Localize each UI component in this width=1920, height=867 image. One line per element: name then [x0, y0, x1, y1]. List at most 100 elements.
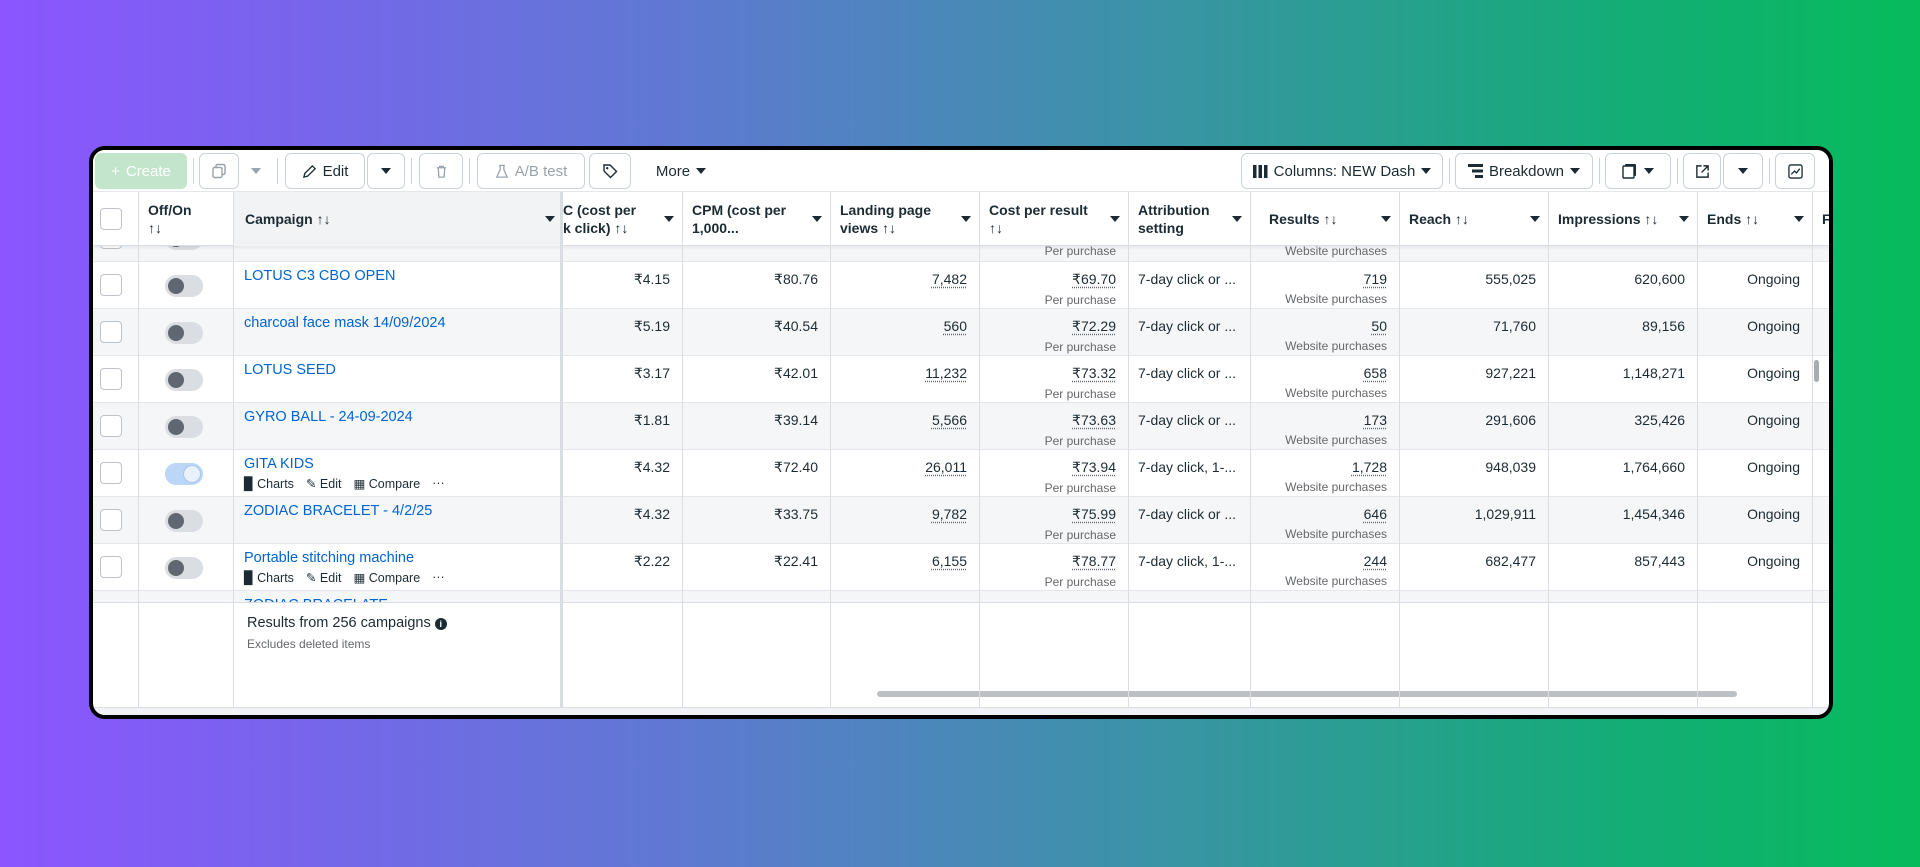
results-sub: Website purchases: [1285, 246, 1387, 258]
cpc-cell: ₹4.15: [633, 271, 670, 287]
header-cpc[interactable]: C (cost per k click) ↑↓: [563, 192, 682, 246]
row-checkbox[interactable]: [100, 246, 122, 249]
campaign-name-link[interactable]: LOTUS SEED: [244, 362, 336, 378]
compare-action[interactable]: ▦ Compare: [353, 477, 421, 491]
header-cost-per-result[interactable]: Cost per result ↑↓: [979, 192, 1128, 246]
duplicate-button[interactable]: [199, 153, 239, 189]
bar-chart-icon: ▉: [244, 477, 254, 491]
header-ends[interactable]: Ends ↑↓: [1697, 192, 1812, 246]
table-row: charcoal face mask 14/09/2024 ₹5.19 ₹40.54…: [93, 309, 1829, 356]
reports-button[interactable]: [1605, 153, 1671, 189]
header-impressions[interactable]: Impressions ↑↓: [1548, 192, 1697, 246]
results-cell: 646 Website purchases: [1285, 506, 1387, 541]
header-landing-page-views[interactable]: Landing page views ↑↓: [830, 192, 979, 246]
ends-cell: Ongoing: [1697, 591, 1812, 602]
campaign-name-link[interactable]: Portable stitching machine: [244, 550, 415, 566]
export-dropdown[interactable]: [1723, 153, 1763, 189]
campaign-toggle[interactable]: [165, 463, 203, 485]
row-checkbox[interactable]: [100, 509, 122, 531]
attribution-setting-cell: 7-day click or ...: [1138, 506, 1237, 522]
cost-per-result-cell: ₹69.70 Per purchase: [1044, 271, 1116, 307]
frozen-column-divider[interactable]: [560, 192, 563, 708]
edit-label: Edit: [322, 162, 349, 180]
charts-action[interactable]: ▉ Charts: [244, 477, 294, 491]
row-checkbox[interactable]: [100, 556, 122, 578]
export-button[interactable]: [1683, 153, 1721, 189]
header-results[interactable]: Results ↑↓: [1250, 192, 1399, 246]
duplicate-dropdown[interactable]: [241, 153, 271, 189]
ab-test-button[interactable]: A/B test: [477, 153, 585, 189]
info-icon[interactable]: i: [434, 618, 447, 630]
header-reach[interactable]: Reach ↑↓: [1399, 192, 1548, 246]
tag-button[interactable]: [589, 153, 631, 189]
campaign-toggle[interactable]: [165, 510, 203, 532]
row-checkbox[interactable]: [100, 274, 122, 296]
campaign-name-link[interactable]: GYRO BALL - 24-09-2024: [244, 409, 413, 425]
campaign-name-link[interactable]: ZODIAC BRACELATE: [244, 597, 388, 602]
vertical-scrollbar[interactable]: [1814, 360, 1819, 382]
ends-cell: Ongoing: [1747, 365, 1800, 381]
chevron-down-icon: [1679, 216, 1689, 222]
edit-dropdown[interactable]: [367, 153, 405, 189]
impressions-cell: 89,156: [1642, 318, 1685, 334]
campaign-toggle[interactable]: [165, 322, 203, 344]
landing-page-views-cell: 7,482: [931, 271, 967, 287]
cost-per-result-cell: ₹73.63 Per purchase: [1044, 412, 1116, 448]
header-campaign[interactable]: Campaign ↑↓: [233, 192, 563, 246]
edit-button[interactable]: Edit: [285, 153, 365, 189]
impressions-cell: 857,443: [1634, 553, 1685, 569]
table-row: Portable stitching machine ▉ Charts ✎ Edit…: [93, 544, 1829, 591]
more-label: More: [655, 162, 691, 180]
campaign-toggle[interactable]: [165, 369, 203, 391]
view-charts-button[interactable]: [1775, 153, 1815, 189]
delete-button[interactable]: [419, 153, 463, 189]
horizontal-scrollbar[interactable]: [877, 691, 1737, 697]
edit-action[interactable]: ✎ Edit: [305, 477, 342, 491]
header-cpm[interactable]: CPM (cost per 1,000...: [682, 192, 830, 246]
charts-action[interactable]: ▉ Charts: [244, 571, 294, 585]
landing-page-views-cell: 9,782: [931, 506, 967, 522]
chevron-down-icon: [1530, 216, 1540, 222]
impressions-cell: 620,600: [1634, 271, 1685, 287]
campaign-name-link[interactable]: charcoal face mask 14/09/2024: [244, 315, 446, 331]
campaign-name-link[interactable]: GITA KIDS: [244, 456, 314, 472]
row-actions: ▉ Charts ✎ Edit ▦ Compare ···: [244, 476, 445, 491]
columns-icon: [1252, 164, 1268, 178]
more-actions-icon[interactable]: ···: [432, 570, 445, 584]
plus-icon: +: [111, 162, 120, 180]
campaign-name-link[interactable]: ZODIAC BRACELET - 4/2/25: [244, 503, 433, 519]
more-button[interactable]: More: [641, 153, 721, 189]
row-toggle[interactable]: [165, 246, 203, 250]
campaign-toggle[interactable]: [165, 275, 203, 297]
row-checkbox[interactable]: [100, 415, 122, 437]
chevron-down-icon: [251, 168, 261, 174]
header-attribution-setting[interactable]: Attribution setting: [1128, 192, 1250, 246]
create-button[interactable]: + Create: [95, 153, 187, 189]
select-all-checkbox[interactable]: [100, 208, 122, 230]
row-checkbox[interactable]: [100, 368, 122, 390]
results-summary: Results from 256 campaigns i: [247, 615, 447, 631]
impressions-cell: 1,148,271: [1622, 365, 1685, 381]
breakdown-button[interactable]: Breakdown: [1455, 153, 1593, 189]
cpm-cell: ₹42.01: [774, 365, 818, 381]
table-row: LOTUS C3 CBO OPEN ₹4.15 ₹80.76 7,482 ₹69.70 P…: [93, 262, 1829, 309]
flask-icon: [495, 164, 508, 178]
more-actions-icon[interactable]: ···: [432, 476, 445, 490]
chevron-down-icon: [1794, 216, 1804, 222]
results-cell: 50 Website purchases: [1285, 318, 1387, 353]
compare-action[interactable]: ▦ Compare: [353, 571, 421, 585]
edit-action[interactable]: ✎ Edit: [305, 571, 342, 585]
campaign-toggle[interactable]: [165, 416, 203, 438]
cpm-cell: ₹32.05: [682, 591, 830, 602]
campaign-toggle[interactable]: [165, 557, 203, 579]
table-row: ZODIAC BRACELATE ₹3.90₹32.058,343₹83.727-…: [93, 591, 1829, 602]
breakdown-icon: [1467, 164, 1483, 178]
row-checkbox[interactable]: [100, 462, 122, 484]
attribution-setting-cell: 7-day click, 1-...: [1138, 553, 1237, 569]
columns-button[interactable]: Columns: NEW Dash: [1241, 153, 1443, 189]
campaign-name-link[interactable]: LOTUS C3 CBO OPEN: [244, 268, 396, 284]
header-off-on[interactable]: Off/On ↑↓: [148, 202, 192, 236]
header-next-column[interactable]: F: [1822, 211, 1831, 227]
reports-icon: [1622, 164, 1636, 179]
row-checkbox[interactable]: [100, 321, 122, 343]
